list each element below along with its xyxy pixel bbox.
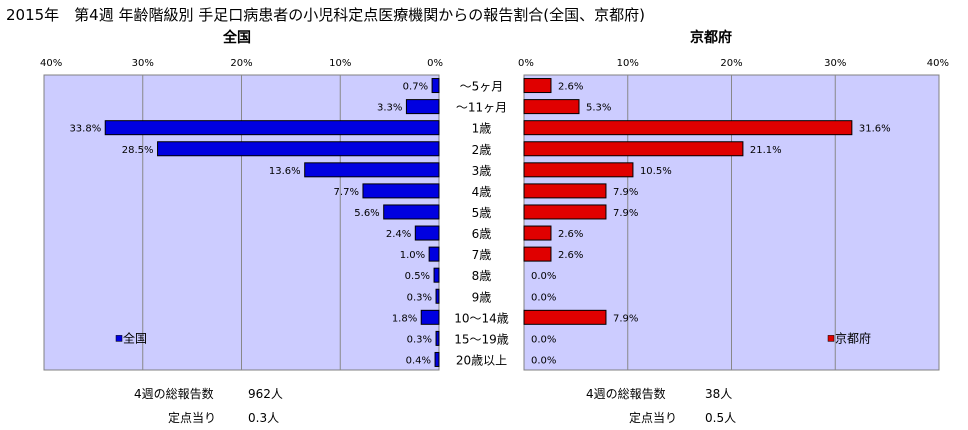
kyoto-per-site-label: 定点当り bbox=[629, 411, 678, 425]
national-tick-label: 40% bbox=[40, 58, 62, 69]
kyoto-data-label: 7.9% bbox=[613, 313, 638, 324]
national-bar bbox=[434, 351, 440, 367]
national-bar bbox=[428, 246, 440, 262]
kyoto-data-label: 0.0% bbox=[531, 355, 556, 366]
category-label: 20歳以上 bbox=[456, 353, 507, 367]
national-data-label: 0.7% bbox=[403, 82, 428, 93]
category-label: ～11ヶ月 bbox=[456, 101, 507, 115]
kyoto-tick-label: 0% bbox=[518, 58, 534, 69]
national-data-label: 0.4% bbox=[406, 355, 431, 366]
national-total-label: 4週の総報告数 bbox=[134, 387, 214, 401]
national-bar bbox=[405, 99, 440, 115]
category-label: 2歳 bbox=[472, 143, 492, 157]
kyoto-bar bbox=[523, 204, 607, 220]
kyoto-tick-label: 10% bbox=[617, 58, 639, 69]
national-bar bbox=[304, 162, 440, 178]
kyoto-data-label: 7.9% bbox=[613, 187, 638, 198]
kyoto-bar bbox=[523, 141, 744, 157]
category-label: 4歳 bbox=[472, 185, 492, 199]
kyoto-data-label: 2.6% bbox=[558, 82, 583, 93]
kyoto-bar bbox=[523, 183, 607, 199]
category-label: 9歳 bbox=[472, 290, 492, 304]
category-label: 10～14歳 bbox=[454, 311, 509, 325]
national-data-label: 7.7% bbox=[334, 187, 359, 198]
kyoto-data-label: 0.0% bbox=[531, 271, 556, 282]
national-bar bbox=[420, 309, 440, 325]
national-bar bbox=[435, 288, 440, 304]
national-data-label: 1.8% bbox=[392, 313, 417, 324]
category-label: 15～19歳 bbox=[454, 332, 509, 346]
kyoto-data-label: 5.3% bbox=[586, 103, 611, 114]
national-data-label: 3.3% bbox=[377, 103, 402, 114]
kyoto-total-label: 4週の総報告数 bbox=[586, 387, 666, 401]
category-label: 1歳 bbox=[472, 122, 492, 136]
national-bar bbox=[383, 204, 440, 220]
national-data-label: 28.5% bbox=[122, 145, 154, 156]
national-bar bbox=[414, 225, 440, 241]
kyoto-bar bbox=[523, 162, 634, 178]
category-label: 3歳 bbox=[472, 164, 492, 178]
kyoto-bar bbox=[523, 78, 552, 94]
kyoto-total-value: 38人 bbox=[705, 387, 733, 401]
national-data-label: 0.5% bbox=[405, 271, 430, 282]
category-label: 6歳 bbox=[472, 227, 492, 241]
kyoto-bar bbox=[523, 99, 580, 115]
national-bar bbox=[433, 267, 440, 283]
kyoto-legend-label: 京都府 bbox=[835, 330, 871, 345]
national-bar bbox=[104, 120, 440, 136]
national-data-label: 1.0% bbox=[400, 250, 425, 261]
national-data-label: 0.3% bbox=[407, 292, 432, 303]
kyoto-bar bbox=[523, 120, 853, 136]
national-data-label: 13.6% bbox=[269, 166, 301, 177]
category-label: 5歳 bbox=[472, 206, 492, 220]
kyoto-bar bbox=[523, 225, 552, 241]
national-tick-label: 10% bbox=[329, 58, 351, 69]
kyoto-data-label: 2.6% bbox=[558, 250, 583, 261]
national-bar bbox=[435, 330, 440, 346]
national-bar bbox=[157, 141, 440, 157]
kyoto-tick-label: 30% bbox=[824, 58, 846, 69]
kyoto-data-label: 10.5% bbox=[640, 166, 672, 177]
national-data-label: 0.3% bbox=[407, 334, 432, 345]
national-panel-title: 全国 bbox=[223, 30, 251, 46]
kyoto-bar bbox=[523, 246, 552, 262]
kyoto-per-site-value: 0.5人 bbox=[705, 411, 737, 425]
kyoto-data-label: 31.6% bbox=[859, 124, 891, 135]
national-data-label: 33.8% bbox=[69, 124, 101, 135]
national-per-site-value: 0.3人 bbox=[248, 411, 280, 425]
kyoto-data-label: 0.0% bbox=[531, 334, 556, 345]
page-title: 2015年 第4週 年齢階級別 手足口病患者の小児科定点医療機関からの報告割合(… bbox=[6, 6, 645, 24]
national-total-value: 962人 bbox=[248, 387, 283, 401]
kyoto-bar bbox=[523, 309, 607, 325]
national-data-label: 2.4% bbox=[386, 229, 411, 240]
kyoto-tick-label: 20% bbox=[720, 58, 742, 69]
national-data-label: 5.6% bbox=[354, 208, 379, 219]
kyoto-data-label: 0.0% bbox=[531, 292, 556, 303]
kyoto-data-label: 7.9% bbox=[613, 208, 638, 219]
kyoto-data-label: 21.1% bbox=[750, 145, 782, 156]
category-label: ～5ヶ月 bbox=[460, 80, 504, 94]
national-tick-label: 0% bbox=[427, 58, 443, 69]
national-per-site-label: 定点当り bbox=[168, 411, 217, 425]
national-tick-label: 20% bbox=[230, 58, 252, 69]
category-label: 8歳 bbox=[472, 269, 492, 283]
national-bar bbox=[431, 78, 440, 94]
kyoto-panel-title: 京都府 bbox=[690, 30, 732, 46]
kyoto-tick-label: 40% bbox=[927, 58, 949, 69]
kyoto-legend-swatch bbox=[827, 335, 835, 342]
national-legend-swatch bbox=[115, 335, 123, 342]
national-legend-label: 全国 bbox=[123, 330, 147, 345]
national-bar bbox=[362, 183, 440, 199]
kyoto-data-label: 2.6% bbox=[558, 229, 583, 240]
category-label: 7歳 bbox=[472, 248, 492, 262]
national-tick-label: 30% bbox=[132, 58, 154, 69]
